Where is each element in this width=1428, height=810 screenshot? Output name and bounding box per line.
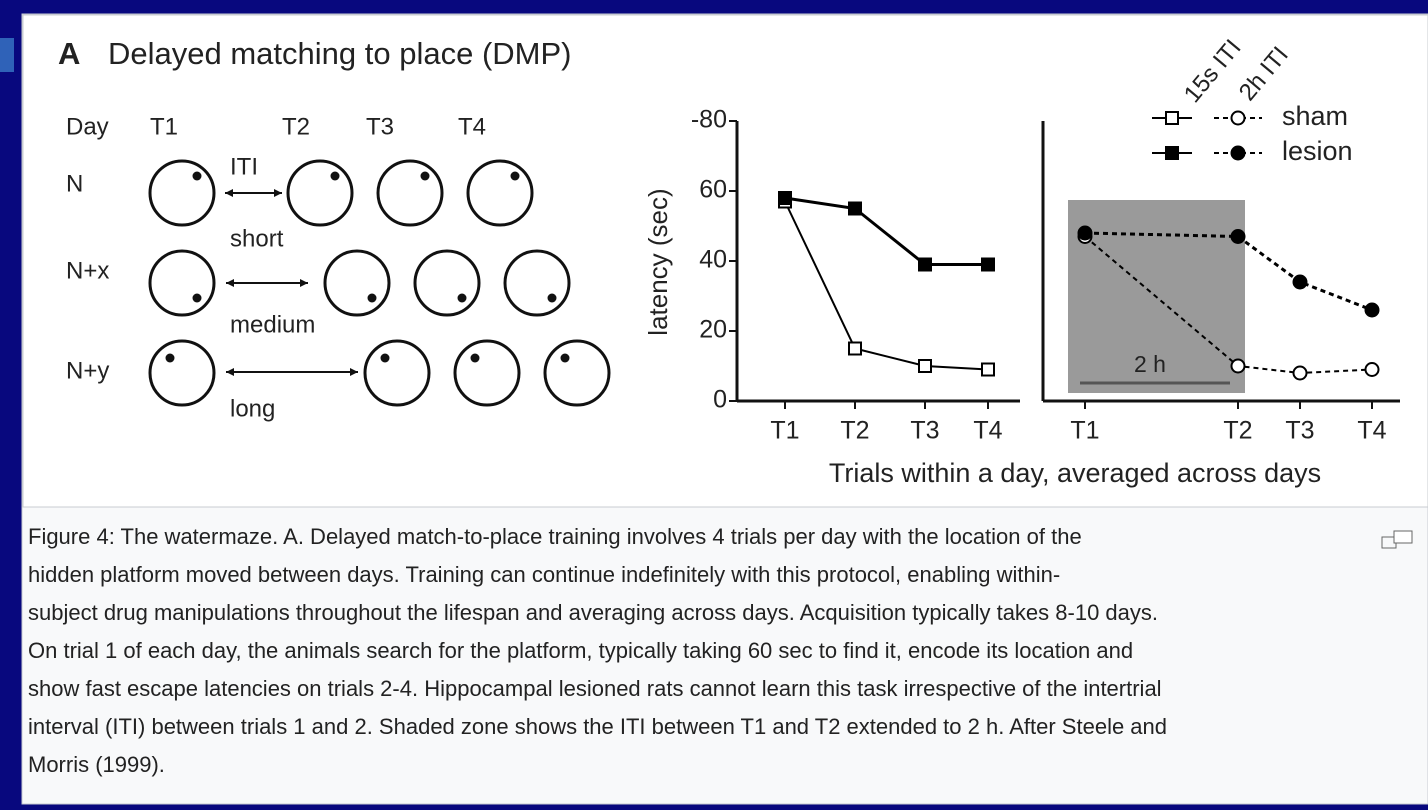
caption-line: interval (ITI) between trials 1 and 2. S… — [28, 708, 1167, 746]
platform — [511, 172, 520, 181]
marker — [1079, 227, 1092, 240]
marker — [919, 259, 931, 271]
trial-header: T3 — [366, 113, 394, 140]
marker — [982, 364, 994, 376]
legend-label: lesion — [1282, 136, 1353, 166]
x-tick-label: T2 — [840, 417, 869, 445]
trial-header: T2 — [282, 113, 310, 140]
marker — [1232, 360, 1245, 373]
row-label: N+y — [66, 357, 109, 384]
trial-header: T4 — [458, 113, 486, 140]
interval-label: short — [230, 225, 284, 252]
platform — [561, 354, 570, 363]
marker — [919, 360, 931, 372]
platform — [193, 294, 202, 303]
caption-line: Morris (1999). — [28, 746, 165, 784]
interval-label: long — [230, 395, 275, 422]
caption-line: On trial 1 of each day, the animals sear… — [28, 632, 1133, 670]
legend-marker — [1166, 147, 1178, 159]
caption-line: subject drug manipulations throughout th… — [28, 594, 1158, 632]
legend-label: sham — [1282, 101, 1348, 131]
y-tick-label: 20 — [699, 316, 727, 344]
platform — [471, 354, 480, 363]
x-tick-label: T2 — [1223, 417, 1252, 445]
marker — [1366, 304, 1379, 317]
platform — [193, 172, 202, 181]
platform — [331, 172, 340, 181]
platform — [166, 354, 175, 363]
marker — [1366, 363, 1379, 376]
y-tick-label: 0 — [713, 386, 727, 414]
panel-label: A — [58, 36, 80, 71]
expand-icon-box[interactable] — [1394, 531, 1412, 543]
legend-marker — [1166, 112, 1178, 124]
annotation: 2 h — [1134, 351, 1166, 377]
marker — [779, 192, 791, 204]
x-tick-label: T1 — [770, 417, 799, 445]
legend-marker — [1232, 112, 1245, 125]
platform — [368, 294, 377, 303]
trial-header: T1 — [150, 113, 178, 140]
y-tick-label: 60 — [699, 176, 727, 204]
interval-label: medium — [230, 311, 315, 338]
marker — [849, 343, 861, 355]
platform — [421, 172, 430, 181]
x-tick-label: T3 — [910, 417, 939, 445]
marker — [1294, 367, 1307, 380]
figure-title: Delayed matching to place (DMP) — [108, 36, 571, 71]
y-tick-label: -80 — [691, 106, 727, 134]
y-tick-label: 40 — [699, 246, 727, 274]
row-label: N+x — [66, 257, 109, 284]
x-tick-label: T1 — [1070, 417, 1099, 445]
x-tick-label: T4 — [973, 417, 1002, 445]
x-tick-label: T3 — [1285, 417, 1314, 445]
iti-label: ITI — [230, 153, 258, 180]
caption-line: hidden platform moved between days. Trai… — [28, 556, 1060, 594]
page: A Delayed matching to place (DMP) Day T1… — [0, 0, 1428, 810]
x-axis-label: Trials within a day, averaged across day… — [829, 458, 1321, 488]
marker — [982, 259, 994, 271]
slide-stripe — [0, 38, 14, 72]
caption-line: show fast escape latencies on trials 2-4… — [28, 670, 1162, 708]
platform — [381, 354, 390, 363]
legend-marker — [1232, 147, 1245, 160]
caption-line: Figure 4: The watermaze. A. Delayed matc… — [28, 518, 1082, 556]
day-header: Day — [66, 113, 109, 140]
platform — [458, 294, 467, 303]
marker — [849, 203, 861, 215]
marker — [1294, 276, 1307, 289]
row-label: N — [66, 170, 83, 197]
marker — [1232, 230, 1245, 243]
platform — [548, 294, 557, 303]
x-tick-label: T4 — [1357, 417, 1386, 445]
y-axis-label: latency (sec) — [643, 188, 673, 335]
